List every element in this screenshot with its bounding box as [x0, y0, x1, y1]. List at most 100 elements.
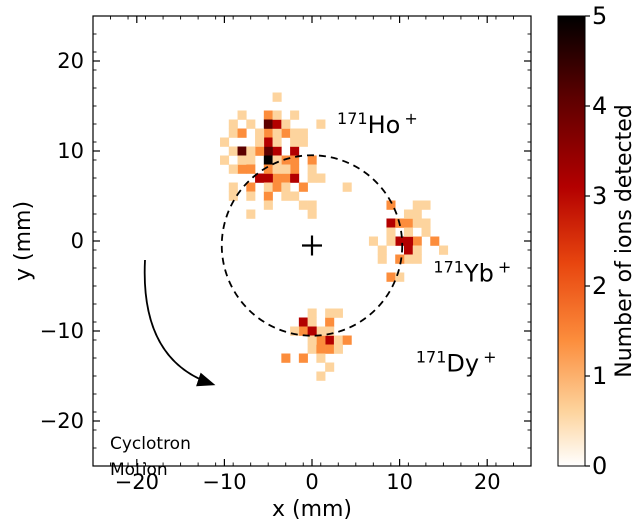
heatmap-cell — [255, 173, 265, 183]
heatmap-cell — [395, 236, 405, 246]
heatmap-cell — [412, 254, 422, 264]
x-tick-label: 10 — [386, 470, 413, 494]
heatmap-cell — [263, 200, 273, 210]
x-axis-label: x (mm) — [272, 497, 352, 522]
y-tick-label: −10 — [40, 319, 84, 343]
heatmap-cell — [272, 119, 282, 129]
x-tick-labels: −20 −10 0 10 20 — [115, 470, 501, 494]
heatmap-cell — [298, 128, 308, 138]
heatmap-cell — [386, 236, 396, 246]
heatmap-cell — [403, 227, 414, 237]
heatmap-cell — [307, 317, 317, 327]
cyclotron-arrow — [143, 259, 216, 387]
heatmap-cell — [421, 227, 431, 237]
heatmap-cell — [263, 128, 273, 138]
colorbar-tick-label: 1 — [592, 362, 607, 390]
heatmap-cell — [237, 146, 247, 156]
heatmap-cell — [377, 254, 387, 264]
colorbar-tick-label: 5 — [592, 2, 607, 30]
colorbar-tick-label: 2 — [592, 272, 607, 300]
heatmap-cell — [228, 191, 238, 201]
heatmap-cell — [290, 110, 300, 120]
heatmap-cell — [342, 335, 352, 345]
heatmap-cell — [403, 245, 414, 255]
heatmap-cell — [342, 182, 352, 192]
heatmap-cell — [290, 164, 300, 174]
heatmap-cell — [298, 137, 308, 147]
heatmap-cell — [316, 173, 326, 183]
y-tick-label: 10 — [57, 139, 84, 163]
axis-ticks — [92, 15, 532, 467]
heatmap-cell — [325, 308, 335, 318]
heatmap-cell — [228, 182, 238, 192]
heatmap-cell — [263, 164, 273, 174]
heatmap-cell — [307, 344, 317, 354]
heatmap-cell — [237, 164, 247, 174]
heatmap-cell — [255, 137, 265, 147]
heatmap-cell — [290, 137, 300, 147]
heatmap-cell — [281, 119, 291, 129]
heatmap-cell — [307, 164, 317, 174]
heatmap-cell — [290, 191, 300, 201]
heatmap-cell — [263, 137, 273, 147]
plot-area — [92, 15, 532, 467]
heatmap-cell — [246, 209, 256, 219]
heatmap-cell — [228, 164, 238, 174]
heatmap-cell — [281, 182, 291, 192]
x-tick-label: −10 — [202, 470, 246, 494]
heatmap-cell — [281, 164, 291, 174]
heatmap-cell — [421, 200, 431, 210]
heatmap-cell — [263, 119, 273, 129]
heatmap-cell — [403, 218, 414, 228]
heatmap-cell — [412, 218, 422, 228]
colorbar-tick-label: 4 — [592, 92, 607, 120]
heatmap-cell — [281, 155, 291, 165]
heatmap-cell — [290, 146, 300, 156]
heatmap-cell — [386, 218, 396, 228]
heatmap-cell — [263, 110, 273, 120]
colorbar-label: Number of ions detected — [612, 104, 637, 377]
heatmap-cell — [246, 146, 256, 156]
heatmap-cell — [386, 227, 396, 237]
heatmap-cell — [272, 173, 282, 183]
heatmap-cell — [298, 200, 308, 210]
heatmap-cell — [395, 272, 405, 282]
heatmap-cell — [298, 182, 308, 192]
x-tick-label: −20 — [115, 470, 159, 494]
heatmap-cell — [263, 146, 273, 156]
heatmap-cell — [228, 146, 238, 156]
heatmap-cell — [263, 182, 273, 192]
colorbar: 0 1 2 3 4 5 Number of ions detected — [557, 2, 637, 480]
heatmap-cell — [246, 119, 256, 129]
heatmap-cell — [395, 254, 405, 264]
heatmap-cell — [412, 200, 422, 210]
heatmap-cell — [272, 128, 282, 138]
heatmap-cell — [263, 191, 273, 201]
heatmap-cell — [246, 164, 256, 174]
x-tick-label: 20 — [474, 470, 501, 494]
heatmap-cell — [290, 155, 300, 165]
y-tick-label: −20 — [40, 409, 84, 433]
yb-label: 171Yb + — [433, 258, 511, 288]
heatmap-cell — [281, 173, 291, 183]
y-tick-label: 20 — [57, 49, 84, 73]
heatmap-cell — [290, 128, 300, 138]
center-marker — [302, 235, 322, 256]
heatmap-cell — [386, 272, 396, 282]
heatmap-cell — [272, 110, 282, 120]
heatmap-cell — [307, 308, 317, 318]
colorbar-ticks — [585, 15, 590, 467]
heatmap-cell — [316, 353, 326, 363]
heatmap-cell — [272, 92, 282, 102]
heatmap-cell — [307, 155, 317, 165]
heatmap-cells — [220, 92, 449, 381]
heatmap-cell — [307, 326, 317, 336]
heatmap-cell — [439, 245, 449, 255]
heatmap-cell — [368, 236, 378, 246]
heatmap-cell — [281, 128, 291, 138]
heatmap-cell — [290, 173, 300, 183]
heatmap-cell — [272, 137, 282, 147]
colorbar-tick-label: 3 — [592, 182, 607, 210]
heatmap-cell — [307, 209, 317, 219]
heatmap-cell — [333, 335, 343, 345]
